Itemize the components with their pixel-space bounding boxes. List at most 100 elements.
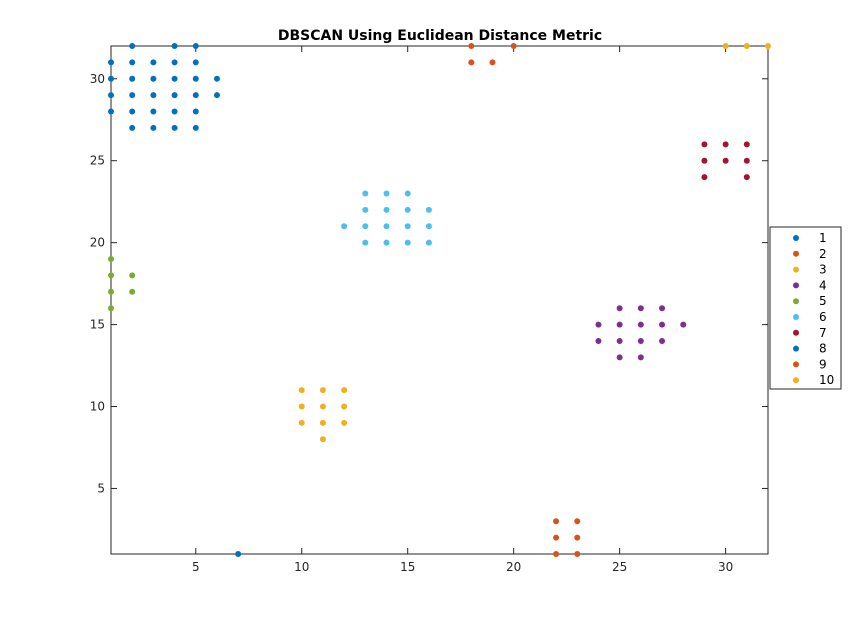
data-point-cluster-1 bbox=[171, 75, 178, 82]
x-tick-label: 20 bbox=[506, 560, 521, 574]
data-point-cluster-1 bbox=[108, 59, 114, 66]
data-point-cluster-6 bbox=[362, 190, 369, 197]
data-point-cluster-6 bbox=[362, 206, 369, 213]
data-point-cluster-7 bbox=[743, 141, 750, 148]
legend-marker-1 bbox=[793, 235, 799, 241]
data-point-cluster-3 bbox=[341, 419, 348, 426]
y-tick-label: 20 bbox=[90, 236, 105, 250]
x-tick-label: 30 bbox=[718, 560, 733, 574]
data-point-cluster-4 bbox=[616, 305, 623, 312]
data-point-cluster-2 bbox=[468, 43, 475, 49]
data-point-cluster-3 bbox=[319, 436, 326, 443]
data-point-cluster-6 bbox=[425, 206, 432, 213]
data-point-cluster-4 bbox=[637, 354, 644, 361]
data-point-cluster-3 bbox=[298, 419, 305, 426]
data-point-cluster-5 bbox=[129, 272, 136, 279]
data-point-cluster-4 bbox=[637, 321, 644, 328]
data-point-cluster-4 bbox=[637, 305, 644, 312]
data-point-cluster-6 bbox=[383, 206, 390, 213]
data-point-cluster-7 bbox=[701, 141, 708, 148]
data-point-cluster-1 bbox=[129, 75, 136, 82]
data-point-cluster-6 bbox=[425, 223, 432, 230]
data-point-cluster-7 bbox=[743, 174, 750, 181]
data-point-cluster-7 bbox=[701, 174, 708, 181]
data-point-cluster-9 bbox=[574, 518, 581, 525]
data-point-cluster-6 bbox=[362, 223, 369, 230]
x-tick-label: 15 bbox=[400, 560, 415, 574]
x-tick-label: 25 bbox=[612, 560, 627, 574]
legend-label: 3 bbox=[819, 263, 827, 277]
data-point-cluster-1 bbox=[192, 92, 199, 99]
data-point-cluster-3 bbox=[341, 403, 348, 410]
data-point-cluster-1 bbox=[150, 75, 157, 82]
legend-marker-8 bbox=[793, 345, 799, 352]
data-point-cluster-5 bbox=[108, 256, 114, 263]
data-point-cluster-4 bbox=[595, 337, 602, 344]
legend-label: 2 bbox=[819, 247, 827, 261]
data-point-cluster-4 bbox=[616, 321, 623, 328]
data-point-cluster-6 bbox=[383, 190, 390, 197]
data-point-cluster-3 bbox=[319, 403, 326, 410]
legend-marker-7 bbox=[793, 329, 799, 336]
data-point-cluster-3 bbox=[298, 403, 305, 410]
data-point-cluster-1 bbox=[192, 124, 199, 131]
data-point-cluster-1 bbox=[129, 108, 136, 115]
legend-marker-2 bbox=[793, 250, 799, 257]
data-point-cluster-1 bbox=[171, 59, 178, 66]
y-tick-label: 15 bbox=[90, 318, 105, 332]
data-point-cluster-4 bbox=[616, 337, 623, 344]
data-point-cluster-6 bbox=[383, 223, 390, 230]
data-point-cluster-1 bbox=[213, 75, 220, 82]
legend-label: 4 bbox=[819, 278, 827, 292]
data-point-cluster-9 bbox=[553, 551, 560, 557]
data-point-cluster-1 bbox=[192, 75, 199, 82]
data-point-cluster-9 bbox=[574, 534, 581, 541]
data-point-cluster-5 bbox=[129, 288, 136, 295]
y-axis: 5 10 15 20 25 30 bbox=[90, 72, 768, 495]
data-point-cluster-1 bbox=[192, 59, 199, 66]
legend-label: 8 bbox=[819, 342, 827, 356]
legend-marker-9 bbox=[793, 361, 799, 368]
legend-marker-4 bbox=[793, 282, 799, 289]
data-point-cluster-6 bbox=[404, 190, 411, 197]
data-point-cluster-6 bbox=[404, 239, 411, 246]
data-point-cluster-2 bbox=[468, 59, 475, 66]
data-point-cluster-3 bbox=[298, 387, 305, 394]
legend-label: 6 bbox=[819, 310, 827, 324]
data-point-cluster-1 bbox=[108, 92, 114, 99]
data-point-cluster-5 bbox=[108, 305, 114, 312]
data-point-cluster-4 bbox=[595, 321, 602, 328]
plot-area bbox=[110, 45, 769, 555]
data-point-cluster-10 bbox=[722, 43, 729, 49]
data-point-cluster-3 bbox=[319, 419, 326, 426]
legend-label: 5 bbox=[819, 294, 827, 308]
data-point-cluster-7 bbox=[722, 141, 729, 148]
y-tick-label: 5 bbox=[97, 481, 105, 495]
data-point-cluster-5 bbox=[108, 288, 114, 295]
legend-marker-5 bbox=[793, 298, 799, 305]
data-point-cluster-7 bbox=[701, 157, 708, 164]
data-point-cluster-10 bbox=[765, 43, 771, 49]
data-point-cluster-1 bbox=[150, 92, 157, 99]
data-point-cluster-4 bbox=[616, 354, 623, 361]
data-point-cluster-6 bbox=[404, 206, 411, 213]
legend-label: 7 bbox=[819, 326, 827, 340]
data-point-cluster-1 bbox=[192, 108, 199, 115]
data-point-cluster-1 bbox=[171, 92, 178, 99]
data-points bbox=[108, 43, 771, 557]
legend-label: 9 bbox=[819, 357, 827, 371]
data-point-cluster-7 bbox=[743, 157, 750, 164]
x-tick-label: 10 bbox=[294, 560, 309, 574]
data-point-cluster-1 bbox=[129, 59, 136, 66]
data-point-cluster-7 bbox=[722, 157, 729, 164]
data-point-cluster-1 bbox=[150, 124, 157, 131]
legend-marker-10 bbox=[793, 377, 799, 384]
legend: 1 2 34 5 6 7 89 10 bbox=[769, 226, 842, 390]
data-point-cluster-9 bbox=[553, 534, 560, 541]
data-point-cluster-1 bbox=[108, 108, 114, 115]
y-tick-label: 10 bbox=[90, 400, 105, 414]
data-point-cluster-1 bbox=[192, 43, 199, 49]
data-point-cluster-4 bbox=[659, 321, 666, 328]
data-point-cluster-4 bbox=[659, 337, 666, 344]
chart-title: DBSCAN Using Euclidean Distance Metric bbox=[278, 28, 602, 44]
